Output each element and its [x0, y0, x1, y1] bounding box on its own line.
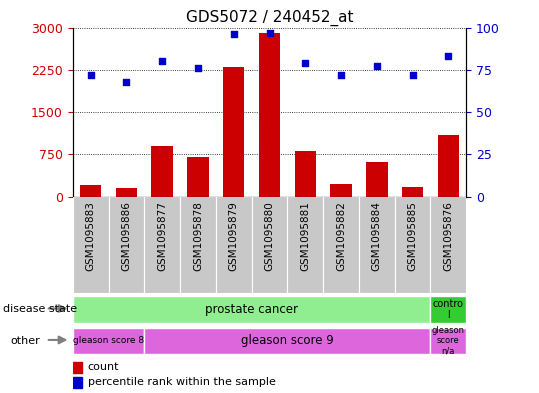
Point — [372, 63, 381, 70]
Text: gleason
score
n/a: gleason score n/a — [432, 326, 465, 356]
Point — [265, 29, 274, 36]
Text: GSM1095879: GSM1095879 — [229, 201, 239, 271]
Text: gleason score 9: gleason score 9 — [241, 334, 334, 347]
Bar — [223, 67, 245, 196]
Bar — [431, 196, 466, 293]
Text: count: count — [87, 362, 119, 372]
Text: disease state: disease state — [3, 304, 77, 314]
Bar — [216, 196, 252, 293]
Bar — [144, 196, 180, 293]
Text: contro
l: contro l — [433, 299, 464, 320]
Bar — [323, 196, 359, 293]
Bar — [330, 184, 352, 196]
Point — [301, 60, 309, 66]
Text: GSM1095884: GSM1095884 — [372, 201, 382, 271]
Point — [86, 72, 95, 78]
Text: prostate cancer: prostate cancer — [205, 303, 298, 316]
Bar — [108, 196, 144, 293]
Bar — [116, 188, 137, 196]
Point — [158, 58, 167, 64]
Bar — [359, 196, 395, 293]
Bar — [287, 196, 323, 293]
Text: GSM1095886: GSM1095886 — [121, 201, 132, 271]
Text: GSM1095885: GSM1095885 — [407, 201, 418, 271]
Point — [122, 79, 131, 85]
Title: GDS5072 / 240452_at: GDS5072 / 240452_at — [186, 10, 353, 26]
Bar — [431, 296, 466, 323]
Bar — [80, 185, 101, 196]
Bar — [438, 134, 459, 196]
Text: percentile rank within the sample: percentile rank within the sample — [87, 377, 275, 387]
Bar — [144, 328, 431, 354]
Bar — [366, 162, 388, 196]
Point — [408, 72, 417, 78]
Text: gleason score 8: gleason score 8 — [73, 336, 144, 345]
Text: GSM1095882: GSM1095882 — [336, 201, 346, 271]
Text: GSM1095883: GSM1095883 — [86, 201, 95, 271]
Point — [230, 31, 238, 37]
Bar — [180, 196, 216, 293]
Text: GSM1095877: GSM1095877 — [157, 201, 167, 271]
Text: GSM1095876: GSM1095876 — [444, 201, 453, 271]
Bar — [431, 328, 466, 354]
Bar — [73, 328, 144, 354]
Point — [337, 72, 345, 78]
Bar — [259, 33, 280, 196]
Text: GSM1095878: GSM1095878 — [193, 201, 203, 271]
Bar — [151, 146, 173, 196]
Point — [194, 65, 202, 71]
Bar — [294, 151, 316, 196]
Bar — [73, 362, 82, 373]
Bar — [73, 196, 108, 293]
Point — [444, 53, 453, 59]
Bar — [187, 157, 209, 196]
Text: other: other — [11, 336, 40, 346]
Bar — [402, 187, 423, 196]
Bar — [73, 377, 82, 387]
Bar — [252, 196, 287, 293]
Bar — [395, 196, 431, 293]
Text: GSM1095881: GSM1095881 — [300, 201, 310, 271]
Text: GSM1095880: GSM1095880 — [265, 201, 274, 271]
